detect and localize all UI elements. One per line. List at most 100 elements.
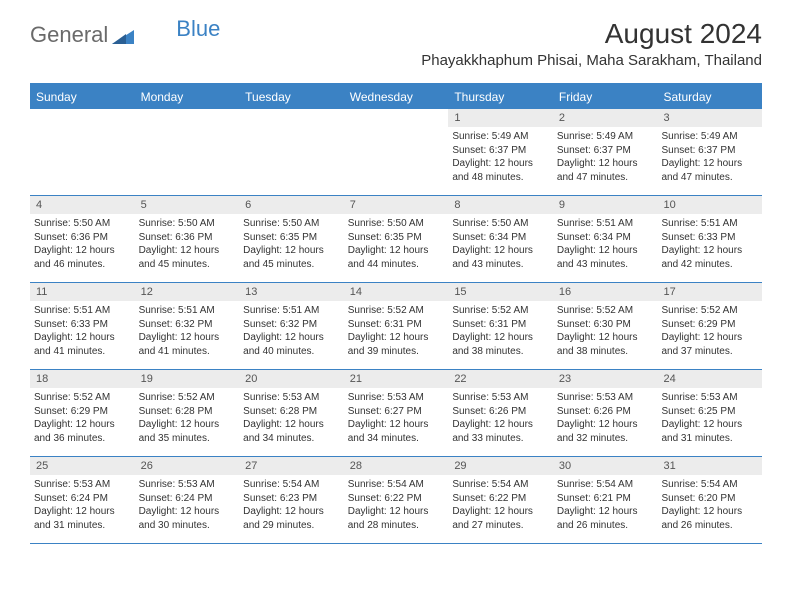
- daylight-text: Daylight: 12 hours and 33 minutes.: [452, 418, 549, 445]
- daylight-text: Daylight: 12 hours and 34 minutes.: [243, 418, 340, 445]
- day-number: 22: [448, 370, 553, 388]
- sunset-text: Sunset: 6:26 PM: [452, 405, 549, 419]
- daylight-text: Daylight: 12 hours and 43 minutes.: [452, 244, 549, 271]
- calendar-grid: Sunday Monday Tuesday Wednesday Thursday…: [30, 83, 762, 544]
- day-cell: 31Sunrise: 5:54 AMSunset: 6:20 PMDayligh…: [657, 457, 762, 543]
- sunset-text: Sunset: 6:28 PM: [243, 405, 340, 419]
- week-row: 18Sunrise: 5:52 AMSunset: 6:29 PMDayligh…: [30, 370, 762, 457]
- day-number: 5: [135, 196, 240, 214]
- day-cell: 24Sunrise: 5:53 AMSunset: 6:25 PMDayligh…: [657, 370, 762, 456]
- day-number: 4: [30, 196, 135, 214]
- day-number: 6: [239, 196, 344, 214]
- sunset-text: Sunset: 6:27 PM: [348, 405, 445, 419]
- day-cell: 11Sunrise: 5:51 AMSunset: 6:33 PMDayligh…: [30, 283, 135, 369]
- sunset-text: Sunset: 6:24 PM: [34, 492, 131, 506]
- weekday-header: Friday: [553, 85, 658, 109]
- day-cell: 8Sunrise: 5:50 AMSunset: 6:34 PMDaylight…: [448, 196, 553, 282]
- sunset-text: Sunset: 6:22 PM: [348, 492, 445, 506]
- day-cell: 6Sunrise: 5:50 AMSunset: 6:35 PMDaylight…: [239, 196, 344, 282]
- day-body: Sunrise: 5:51 AMSunset: 6:32 PMDaylight:…: [135, 301, 240, 362]
- day-cell: 21Sunrise: 5:53 AMSunset: 6:27 PMDayligh…: [344, 370, 449, 456]
- page-header: General Blue August 2024 Phayakkhaphum P…: [0, 0, 792, 75]
- sunrise-text: Sunrise: 5:52 AM: [348, 304, 445, 318]
- week-row: 4Sunrise: 5:50 AMSunset: 6:36 PMDaylight…: [30, 196, 762, 283]
- daylight-text: Daylight: 12 hours and 32 minutes.: [557, 418, 654, 445]
- day-cell: 3Sunrise: 5:49 AMSunset: 6:37 PMDaylight…: [657, 109, 762, 195]
- day-number: 10: [657, 196, 762, 214]
- sunrise-text: Sunrise: 5:49 AM: [452, 130, 549, 144]
- daylight-text: Daylight: 12 hours and 45 minutes.: [243, 244, 340, 271]
- brand-text-blue: Blue: [176, 16, 220, 42]
- day-cell: 16Sunrise: 5:52 AMSunset: 6:30 PMDayligh…: [553, 283, 658, 369]
- sunset-text: Sunset: 6:29 PM: [34, 405, 131, 419]
- daylight-text: Daylight: 12 hours and 31 minutes.: [34, 505, 131, 532]
- day-cell: 18Sunrise: 5:52 AMSunset: 6:29 PMDayligh…: [30, 370, 135, 456]
- daylight-text: Daylight: 12 hours and 44 minutes.: [348, 244, 445, 271]
- day-cell: 2Sunrise: 5:49 AMSunset: 6:37 PMDaylight…: [553, 109, 658, 195]
- sunrise-text: Sunrise: 5:54 AM: [661, 478, 758, 492]
- daylight-text: Daylight: 12 hours and 27 minutes.: [452, 505, 549, 532]
- sunset-text: Sunset: 6:37 PM: [557, 144, 654, 158]
- week-row: 11Sunrise: 5:51 AMSunset: 6:33 PMDayligh…: [30, 283, 762, 370]
- day-number: 25: [30, 457, 135, 475]
- weekday-header: Saturday: [657, 85, 762, 109]
- sunset-text: Sunset: 6:31 PM: [348, 318, 445, 332]
- sunrise-text: Sunrise: 5:53 AM: [557, 391, 654, 405]
- day-body: Sunrise: 5:49 AMSunset: 6:37 PMDaylight:…: [448, 127, 553, 188]
- title-block: August 2024 Phayakkhaphum Phisai, Maha S…: [421, 18, 762, 69]
- sunset-text: Sunset: 6:21 PM: [557, 492, 654, 506]
- daylight-text: Daylight: 12 hours and 40 minutes.: [243, 331, 340, 358]
- day-body: Sunrise: 5:52 AMSunset: 6:31 PMDaylight:…: [344, 301, 449, 362]
- day-number: 16: [553, 283, 658, 301]
- sunrise-text: Sunrise: 5:54 AM: [557, 478, 654, 492]
- daylight-text: Daylight: 12 hours and 26 minutes.: [557, 505, 654, 532]
- weekday-header: Wednesday: [344, 85, 449, 109]
- day-number: 13: [239, 283, 344, 301]
- daylight-text: Daylight: 12 hours and 48 minutes.: [452, 157, 549, 184]
- sunset-text: Sunset: 6:35 PM: [348, 231, 445, 245]
- day-body: Sunrise: 5:54 AMSunset: 6:22 PMDaylight:…: [448, 475, 553, 536]
- daylight-text: Daylight: 12 hours and 39 minutes.: [348, 331, 445, 358]
- day-number: 9: [553, 196, 658, 214]
- day-number: [30, 109, 135, 115]
- day-number: 29: [448, 457, 553, 475]
- sunrise-text: Sunrise: 5:51 AM: [34, 304, 131, 318]
- daylight-text: Daylight: 12 hours and 45 minutes.: [139, 244, 236, 271]
- day-number: 3: [657, 109, 762, 127]
- sunrise-text: Sunrise: 5:53 AM: [34, 478, 131, 492]
- day-number: 14: [344, 283, 449, 301]
- day-cell: 22Sunrise: 5:53 AMSunset: 6:26 PMDayligh…: [448, 370, 553, 456]
- day-number: 12: [135, 283, 240, 301]
- day-body: Sunrise: 5:50 AMSunset: 6:36 PMDaylight:…: [30, 214, 135, 275]
- day-body: Sunrise: 5:53 AMSunset: 6:24 PMDaylight:…: [135, 475, 240, 536]
- day-body: Sunrise: 5:52 AMSunset: 6:31 PMDaylight:…: [448, 301, 553, 362]
- day-cell: 13Sunrise: 5:51 AMSunset: 6:32 PMDayligh…: [239, 283, 344, 369]
- daylight-text: Daylight: 12 hours and 28 minutes.: [348, 505, 445, 532]
- day-cell: 5Sunrise: 5:50 AMSunset: 6:36 PMDaylight…: [135, 196, 240, 282]
- day-number: 17: [657, 283, 762, 301]
- day-number: 23: [553, 370, 658, 388]
- day-body: Sunrise: 5:51 AMSunset: 6:32 PMDaylight:…: [239, 301, 344, 362]
- day-number: 2: [553, 109, 658, 127]
- brand-triangle-icon: [112, 28, 134, 44]
- day-number: 7: [344, 196, 449, 214]
- day-body: Sunrise: 5:53 AMSunset: 6:26 PMDaylight:…: [448, 388, 553, 449]
- sunrise-text: Sunrise: 5:54 AM: [452, 478, 549, 492]
- day-body: Sunrise: 5:51 AMSunset: 6:34 PMDaylight:…: [553, 214, 658, 275]
- daylight-text: Daylight: 12 hours and 47 minutes.: [557, 157, 654, 184]
- daylight-text: Daylight: 12 hours and 26 minutes.: [661, 505, 758, 532]
- day-body: Sunrise: 5:50 AMSunset: 6:34 PMDaylight:…: [448, 214, 553, 275]
- daylight-text: Daylight: 12 hours and 30 minutes.: [139, 505, 236, 532]
- sunset-text: Sunset: 6:29 PM: [661, 318, 758, 332]
- day-cell: 27Sunrise: 5:54 AMSunset: 6:23 PMDayligh…: [239, 457, 344, 543]
- day-body: Sunrise: 5:50 AMSunset: 6:35 PMDaylight:…: [344, 214, 449, 275]
- sunrise-text: Sunrise: 5:50 AM: [348, 217, 445, 231]
- sunset-text: Sunset: 6:24 PM: [139, 492, 236, 506]
- sunset-text: Sunset: 6:33 PM: [661, 231, 758, 245]
- day-cell: 10Sunrise: 5:51 AMSunset: 6:33 PMDayligh…: [657, 196, 762, 282]
- day-body: Sunrise: 5:52 AMSunset: 6:28 PMDaylight:…: [135, 388, 240, 449]
- brand-text-gray: General: [30, 22, 108, 48]
- day-body: Sunrise: 5:49 AMSunset: 6:37 PMDaylight:…: [553, 127, 658, 188]
- sunrise-text: Sunrise: 5:52 AM: [661, 304, 758, 318]
- day-number: 20: [239, 370, 344, 388]
